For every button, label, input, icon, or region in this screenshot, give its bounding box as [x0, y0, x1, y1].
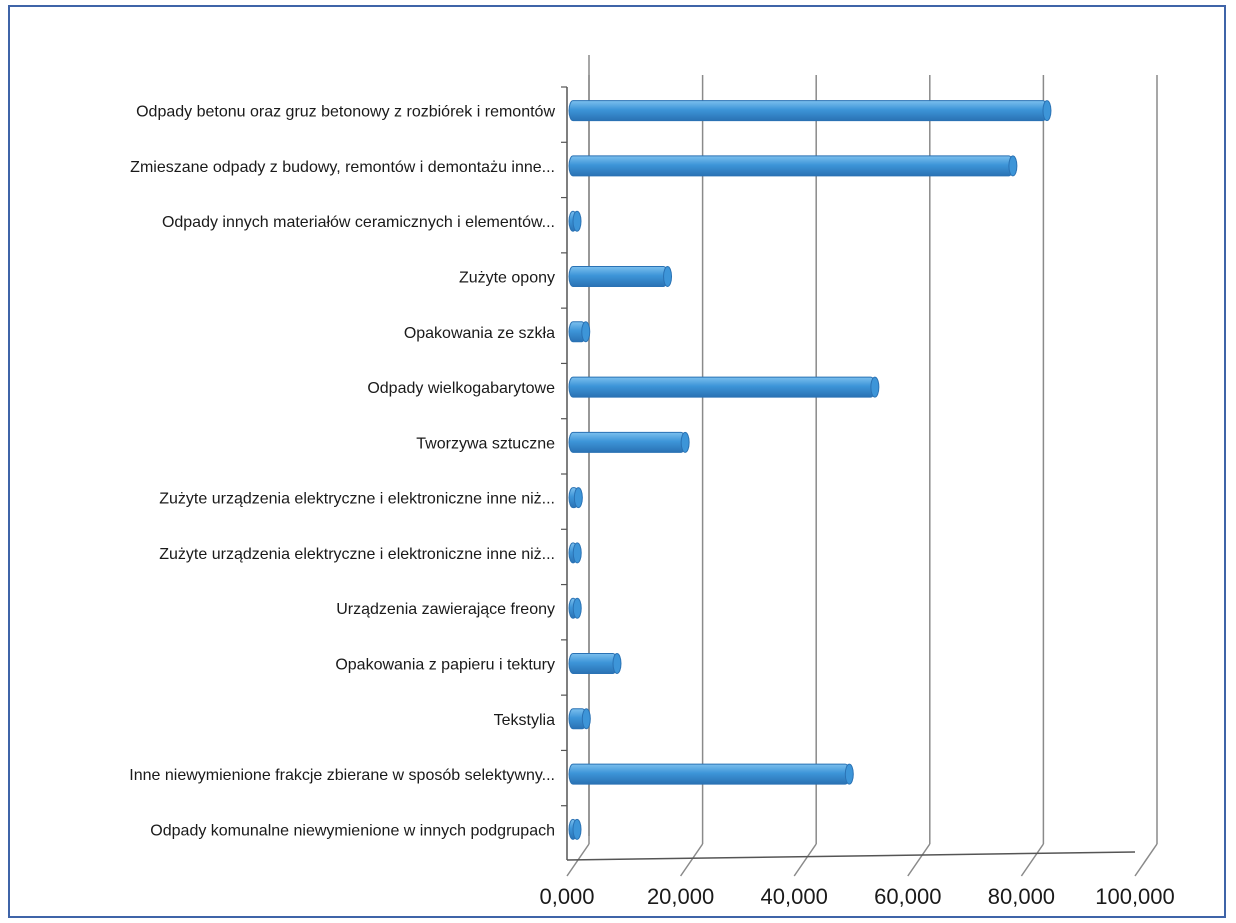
bar-cap	[1008, 155, 1018, 177]
gridline-floor	[679, 843, 704, 877]
category-label: Zużyte urządzenia elektryczne i elektron…	[159, 491, 555, 508]
x-tick-label: 100,000	[1095, 884, 1175, 909]
category-label: Zużyte urządzenia elektryczne i elektron…	[159, 546, 555, 563]
gridline-floor	[1020, 843, 1045, 877]
bar-cap	[870, 376, 880, 398]
category-label: Odpady wielkogabarytowe	[367, 380, 555, 397]
bar	[568, 266, 669, 287]
bar	[568, 376, 876, 398]
bar-cap	[680, 431, 690, 453]
x-axis-line	[566, 851, 1136, 861]
category-label: Odpady komunalne niewymienione w innych …	[150, 822, 555, 839]
x-tick-label: 40,000	[761, 884, 828, 909]
x-tick-label: 80,000	[988, 884, 1055, 909]
bar-cap	[844, 763, 854, 785]
x-tick-labels: 0,000 20,000 40,000 60,000 80,000 100,000	[539, 884, 1174, 909]
bar-cap	[573, 487, 583, 509]
bar-cap	[572, 597, 582, 619]
category-labels: Odpady betonu oraz gruz betonowy z rozbi…	[129, 104, 555, 840]
bar-cap	[612, 653, 622, 674]
bar	[568, 431, 686, 453]
bar-cap	[1042, 100, 1052, 122]
x-tick-label: 0,000	[539, 884, 594, 909]
chart-frame: Odpady betonu oraz gruz betonowy z rozbi…	[8, 5, 1226, 918]
bar-cap	[663, 266, 673, 287]
x-tick-label: 60,000	[874, 884, 941, 909]
bar-cap	[581, 708, 591, 730]
category-label: Odpady innych materiałów ceramicznych i …	[162, 214, 555, 231]
category-label: Opakowania z papieru i tektury	[335, 657, 555, 674]
gridlines	[566, 55, 1158, 877]
gridline-floor	[1134, 843, 1158, 877]
category-label: Zmieszane odpady z budowy, remontów i de…	[130, 159, 555, 176]
bar-cap	[581, 321, 591, 343]
category-label: Opakowania ze szkła	[404, 325, 555, 342]
bar	[568, 763, 850, 785]
category-label: Zużyte opony	[459, 270, 555, 287]
x-tick-label: 20,000	[647, 884, 714, 909]
category-label: Tekstylia	[494, 712, 555, 729]
bar-cap	[572, 210, 582, 232]
category-label: Inne niewymienione frakcje zbierane w sp…	[129, 767, 555, 784]
category-label: Urządzenia zawierające freony	[336, 601, 555, 618]
category-label: Odpady betonu oraz gruz betonowy z rozbi…	[136, 104, 555, 121]
bar-cap	[572, 818, 582, 840]
gridline-floor	[907, 843, 931, 877]
bar	[568, 653, 618, 674]
bar-chart: Odpady betonu oraz gruz betonowy z rozbi…	[129, 55, 1175, 909]
bars	[561, 86, 1052, 840]
bar	[568, 155, 1014, 177]
bar	[568, 100, 1048, 122]
bar-cap	[572, 542, 582, 564]
gridline-floor	[793, 843, 817, 877]
category-label: Tworzywa sztuczne	[416, 435, 555, 452]
